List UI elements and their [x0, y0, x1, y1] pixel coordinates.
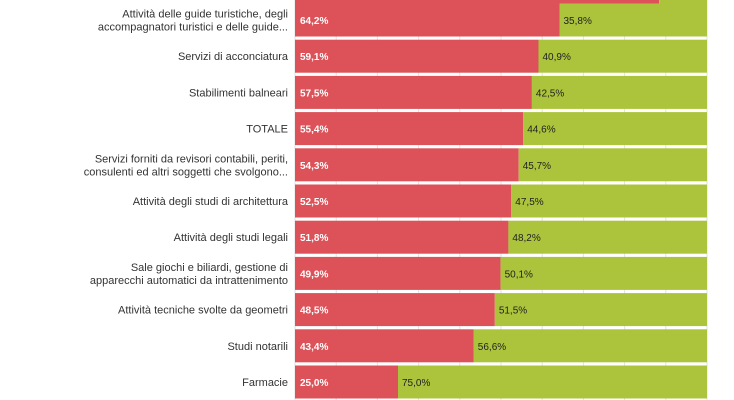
bar-segment-series1: [295, 148, 519, 182]
value-label-series2: 42,5%: [536, 88, 564, 99]
category-label-line: Studi notarili: [227, 341, 288, 353]
labels: 64,2% 35,8% Attività delle guide turistich…: [84, 9, 592, 390]
bars: [295, 0, 707, 399]
bar-segment-series2: [398, 365, 707, 399]
category-label-line: Stabilimenti balneari: [189, 87, 288, 99]
value-label-series1: 55,4%: [300, 125, 328, 136]
category-label: Studi notarili: [227, 341, 288, 353]
bar-segment-cropped: [295, 0, 660, 4]
value-label-series1: 64,2%: [300, 16, 328, 27]
value-label-series1: 49,9%: [300, 269, 328, 280]
bar-segment-series1: [295, 293, 495, 327]
category-label-line: Attività degli studi legali: [174, 232, 288, 244]
bar-segment-series2: [538, 39, 707, 73]
value-label-series2: 56,6%: [478, 342, 506, 353]
category-label: Attività delle guide turistiche, degli ac…: [98, 9, 288, 34]
category-label-line: Servizi forniti da revisori contabili, p…: [95, 153, 288, 165]
category-label: Servizi forniti da revisori contabili, p…: [84, 153, 288, 178]
value-label-series2: 45,7%: [523, 161, 551, 172]
value-label-series2: 35,8%: [564, 16, 592, 27]
bar-segment-series2: [523, 112, 707, 146]
bar-segment-series2: [500, 256, 707, 290]
category-label-line: consulenti ed altri soggetti che svolgon…: [84, 166, 288, 178]
category-label-line: Servizi di acconciatura: [178, 51, 289, 63]
bar-segment-series2: [494, 293, 707, 327]
value-label-series1: 59,1%: [300, 52, 328, 63]
bar-segment-series2: [508, 220, 707, 254]
category-label: Attività degli studi legali: [174, 232, 288, 244]
category-label-line: Attività delle guide turistiche, degli: [122, 9, 288, 21]
bar-segment-cropped: [659, 0, 707, 4]
bar-segment-series2: [473, 329, 707, 363]
value-label-series1: 25,0%: [300, 378, 328, 389]
value-label-series2: 48,2%: [512, 233, 540, 244]
bar-segment-series1: [295, 112, 524, 146]
bar-segment-series1: [295, 184, 512, 218]
category-label-line: Attività tecniche svolte da geometri: [118, 305, 288, 317]
value-label-series1: 48,5%: [300, 306, 328, 317]
bar-segment-series2: [559, 3, 707, 37]
category-label-line: apparecchi automatici da intrattenimento: [90, 275, 288, 287]
bar-segment-series2: [518, 148, 707, 182]
category-label: Attività degli studi di architettura: [133, 196, 289, 208]
category-label: TOTALE: [246, 124, 288, 136]
bar-segment-series1: [295, 220, 509, 254]
category-label: Stabilimenti balneari: [189, 87, 288, 99]
bar-segment-series1: [295, 365, 398, 399]
bar-segment-series1: [295, 75, 532, 109]
value-label-series2: 40,9%: [542, 52, 570, 63]
category-label-line: TOTALE: [246, 124, 288, 136]
bar-segment-series1: [295, 39, 539, 73]
value-label-series1: 43,4%: [300, 342, 328, 353]
value-label-series2: 47,5%: [515, 197, 543, 208]
value-label-series1: 57,5%: [300, 88, 328, 99]
category-label-line: accompagnatori turistici e delle guide..…: [98, 22, 288, 34]
value-label-series1: 51,8%: [300, 233, 328, 244]
bar-segment-series1: [295, 3, 560, 37]
bar-segment-series2: [511, 184, 707, 218]
category-label: Attività tecniche svolte da geometri: [118, 305, 288, 317]
bar-segment-series1: [295, 329, 474, 363]
bar-segment-series1: [295, 256, 501, 290]
value-label-series2: 75,0%: [402, 378, 430, 389]
value-label-series1: 52,5%: [300, 197, 328, 208]
category-label: Sale giochi e biliardi, gestione di appar…: [90, 262, 288, 287]
category-label-line: Farmacie: [242, 377, 288, 389]
value-label-series1: 54,3%: [300, 161, 328, 172]
value-label-series2: 51,5%: [499, 306, 527, 317]
category-label-line: Sale giochi e biliardi, gestione di: [131, 262, 288, 274]
category-label: Servizi di acconciatura: [178, 51, 289, 63]
category-label: Farmacie: [242, 377, 288, 389]
value-label-series2: 44,6%: [527, 125, 555, 136]
bar-segment-series2: [531, 75, 707, 109]
value-label-series2: 50,1%: [505, 269, 533, 280]
category-label-line: Attività degli studi di architettura: [133, 196, 289, 208]
